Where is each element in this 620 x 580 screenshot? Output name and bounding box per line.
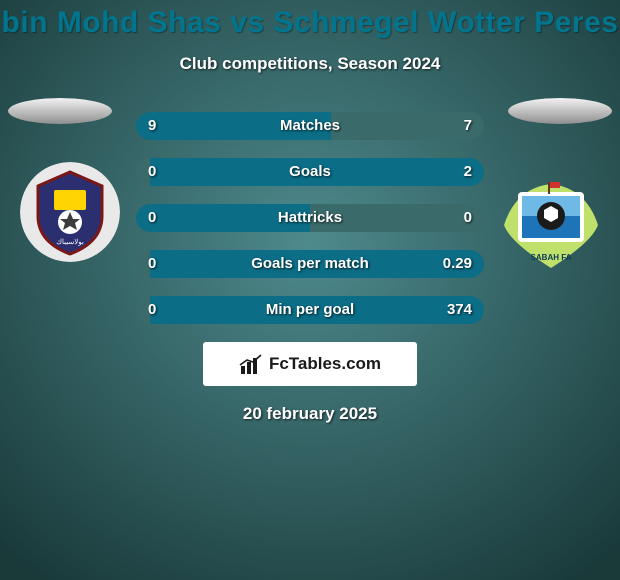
brand-badge: FcTables.com <box>203 342 417 386</box>
stat-value-right: 7 <box>464 112 472 140</box>
stat-label: Min per goal <box>136 296 484 324</box>
stat-bar: 0Hattricks0 <box>136 204 484 232</box>
brand-text: FcTables.com <box>269 354 381 374</box>
stat-label: Hattricks <box>136 204 484 232</box>
player-silhouette-left <box>8 98 112 124</box>
stat-bars: 9Matches70Goals20Hattricks00Goals per ma… <box>136 112 484 324</box>
stat-value-right: 374 <box>447 296 472 324</box>
svg-text:SABAH FA: SABAH FA <box>531 253 572 262</box>
stat-value-right: 0 <box>464 204 472 232</box>
date-label: 20 february 2025 <box>0 404 620 424</box>
stat-bar: 9Matches7 <box>136 112 484 140</box>
stat-value-right: 2 <box>464 158 472 186</box>
stat-bar: 0Min per goal374 <box>136 296 484 324</box>
stat-label: Goals <box>136 158 484 186</box>
comparison-area: بولاسيباك SABAH FA 9Matches70Goals20Hatt… <box>0 112 620 324</box>
bars-icon <box>239 354 263 374</box>
player-silhouette-right <box>508 98 612 124</box>
svg-text:بولاسيباك: بولاسيباك <box>56 238 84 246</box>
stat-label: Matches <box>136 112 484 140</box>
stat-bar: 0Goals2 <box>136 158 484 186</box>
stat-value-right: 0.29 <box>443 250 472 278</box>
club-crest-left: بولاسيباك <box>20 162 120 262</box>
page-title: bin Mohd Shas vs Schmegel Wotter Peres <box>0 6 620 40</box>
subtitle: Club competitions, Season 2024 <box>0 54 620 74</box>
stat-label: Goals per match <box>136 250 484 278</box>
club-crest-right: SABAH FA <box>496 170 606 280</box>
stat-bar: 0Goals per match0.29 <box>136 250 484 278</box>
